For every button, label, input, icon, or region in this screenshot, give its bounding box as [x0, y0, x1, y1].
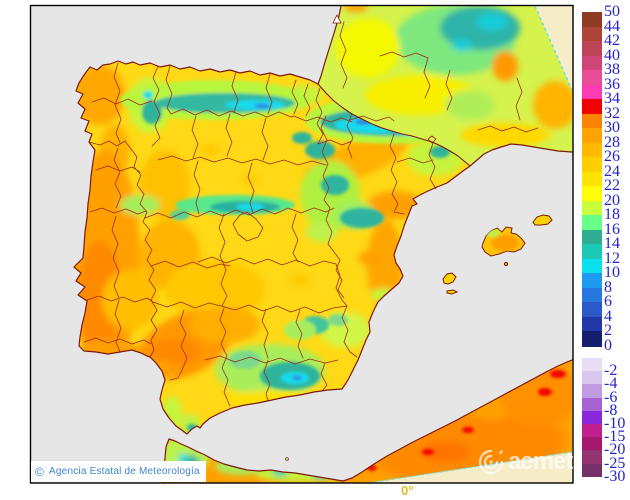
coastlines: [73, 5, 573, 483]
cabrera-islet: [504, 262, 508, 266]
map-frame-border: [29, 4, 574, 484]
iberia-coastline: [73, 60, 471, 435]
map-frame-interior: [30, 5, 573, 483]
africa-coastline: [162, 359, 573, 483]
meridian-label: 0°: [401, 483, 414, 498]
ibiza-island: [442, 272, 457, 285]
iberia-landmass: [74, 61, 470, 434]
attribution: © Agencia Estatal de Meteorología: [31, 461, 206, 482]
pyrenees-border: [317, 83, 471, 167]
station-triangle-marker: [332, 14, 342, 24]
copyright-icon: ©: [35, 464, 45, 479]
france-mediterranean-coastline: [469, 143, 573, 167]
domain-boundary-line-se: [367, 451, 573, 483]
france-atlantic-coastline: [317, 5, 342, 85]
formentera-island: [446, 289, 459, 295]
france-landmass: [318, 6, 572, 166]
province-borders: [83, 21, 539, 407]
menorca-island: [532, 214, 553, 226]
attribution-text: Agencia Estatal de Meteorología: [49, 466, 200, 477]
alboran-islet: [285, 457, 289, 461]
